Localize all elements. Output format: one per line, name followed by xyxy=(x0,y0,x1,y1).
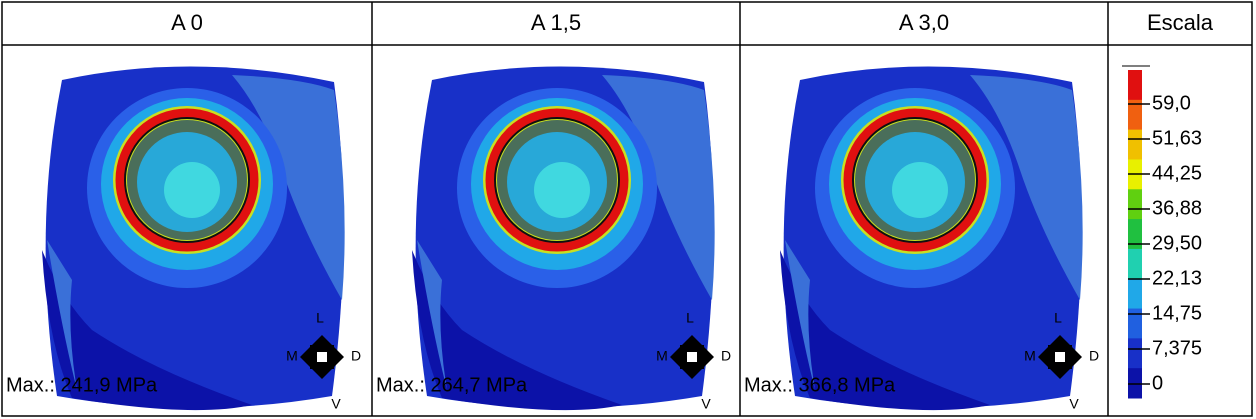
max-label: Max.: 241,9 MPa xyxy=(6,374,158,396)
scale-band xyxy=(1128,279,1142,309)
compass-label: L xyxy=(316,310,324,326)
column-header: A 1,5 xyxy=(531,10,581,35)
column-header: A 0 xyxy=(171,10,203,35)
compass-label: L xyxy=(686,310,694,326)
compass-label: V xyxy=(1069,396,1079,412)
scale-label: 36,88 xyxy=(1152,197,1202,219)
core-center xyxy=(892,162,948,218)
scale-band xyxy=(1128,219,1142,249)
max-label: Max.: 264,7 MPa xyxy=(376,374,528,396)
scale-label: 7,375 xyxy=(1152,337,1202,359)
compass-label: V xyxy=(701,396,711,412)
column-header: A 3,0 xyxy=(899,10,949,35)
stress-image: L M D V Max.: 241,9 MPa xyxy=(6,66,361,411)
compass-label: M xyxy=(1024,348,1036,364)
compass-mark xyxy=(687,352,697,362)
stress-image: L M D V Max.: 264,7 MPa xyxy=(376,66,731,411)
max-label: Max.: 366,8 MPa xyxy=(744,374,896,396)
scale-label: 0 xyxy=(1152,372,1163,394)
stress-image: L M D V Max.: 366,8 MPa xyxy=(744,66,1099,411)
compass-label: D xyxy=(351,348,361,364)
compass-label: M xyxy=(286,348,298,364)
compass-mark xyxy=(1055,352,1065,362)
scale-band xyxy=(1128,309,1142,339)
scale-label: 22,13 xyxy=(1152,267,1202,289)
compass-label: L xyxy=(1054,310,1062,326)
compass-label: M xyxy=(656,348,668,364)
scale-label: 51,63 xyxy=(1152,127,1202,149)
compass-label: D xyxy=(1089,348,1099,364)
compass-label: D xyxy=(721,348,731,364)
core-center xyxy=(534,162,590,218)
scale-band xyxy=(1128,70,1142,100)
scale-label: 14,75 xyxy=(1152,302,1202,324)
compass-label: V xyxy=(331,396,341,412)
column-header: Escala xyxy=(1147,10,1214,35)
scale-band xyxy=(1128,249,1142,279)
scale-band xyxy=(1128,338,1142,368)
core-center xyxy=(164,162,220,218)
compass-mark xyxy=(317,352,327,362)
scale-band xyxy=(1128,130,1142,160)
scale-label: 44,25 xyxy=(1152,162,1202,184)
scale-band xyxy=(1128,189,1142,219)
figure: A 0 A 1,5 A 3,0 Escala L M D V Max.: 241,9 M… xyxy=(0,0,1256,419)
scale-label: 59,0 xyxy=(1152,92,1191,114)
scale-label: 29,50 xyxy=(1152,232,1202,254)
